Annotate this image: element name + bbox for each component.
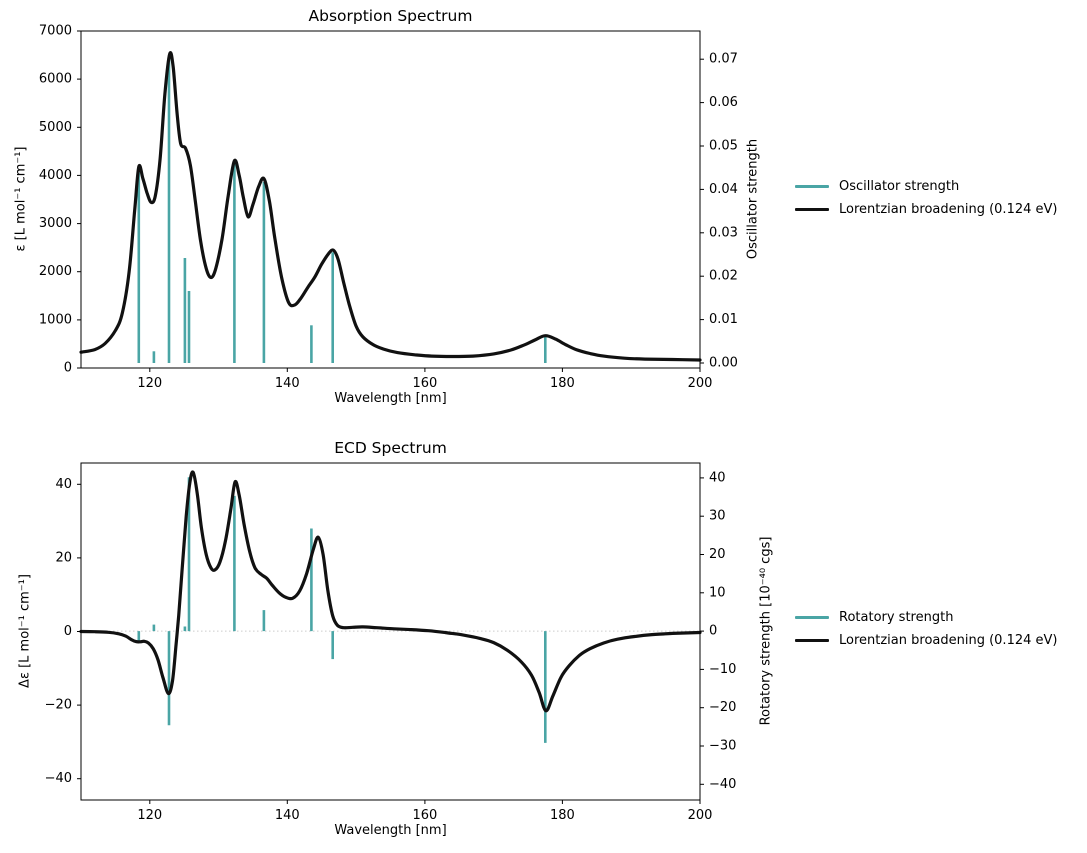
ecd-right-tick-label: 0: [709, 624, 717, 639]
absorption-left-tick-label: 1000: [39, 312, 72, 327]
ecd-right-tick-label: 10: [709, 585, 726, 600]
lorentzian-broadening-line-swatch: [795, 207, 829, 212]
absorption-x-tick-label: 140: [275, 376, 300, 391]
absorption-right-tick-label: 0.05: [709, 139, 738, 154]
absorption-right-y-axis-label: Oscillator strength: [745, 138, 761, 260]
absorption-x-tick-label: 120: [137, 376, 162, 391]
absorption-left-tick-label: 4000: [39, 168, 72, 183]
absorption-right-tick-label: 0.02: [709, 269, 738, 284]
ecd-right-tick-label: 30: [709, 509, 726, 524]
ecd-left-tick-label: −20: [45, 698, 72, 713]
legend-label: Lorentzian broadening (0.124 eV): [839, 202, 1058, 217]
lorentzian-broadening-line-swatch: [795, 638, 829, 643]
ecd-chart-title: ECD Spectrum: [334, 439, 447, 457]
absorption-left-tick-label: 7000: [39, 24, 72, 39]
absorption-right-tick-label: 0.04: [709, 182, 738, 197]
rotatory-strength-line-swatch: [795, 616, 829, 619]
ecd-right-tick-label: −40: [709, 777, 736, 792]
absorption-x-axis-label: Wavelength [nm]: [334, 391, 447, 406]
ecd-right-tick-label: −10: [709, 662, 736, 677]
ecd-x-axis-label: Wavelength [nm]: [334, 823, 447, 838]
absorption-left-tick-label: 2000: [39, 264, 72, 279]
absorption-chart-title: Absorption Spectrum: [308, 7, 473, 25]
ecd-legend: Rotatory strength Lorentzian broadening …: [795, 606, 1057, 652]
legend-label: Rotatory strength: [839, 610, 954, 625]
absorption-x-tick-label: 160: [412, 376, 437, 391]
absorption-right-tick-label: 0.00: [709, 356, 738, 371]
absorption-left-tick-label: 3000: [39, 216, 72, 231]
ecd-right-tick-label: 20: [709, 547, 726, 562]
legend-label: Oscillator strength: [839, 179, 960, 194]
legend-item-oscillator-strength: Oscillator strength: [795, 175, 1057, 198]
ecd-right-tick-label: 40: [709, 470, 726, 485]
absorption-right-tick-label: 0.01: [709, 312, 738, 327]
absorption-left-tick-label: 5000: [39, 120, 72, 135]
legend-label: Lorentzian broadening (0.124 eV): [839, 633, 1058, 648]
legend-item-lorentzian-broadening: Lorentzian broadening (0.124 eV): [795, 198, 1057, 221]
legend-item-lorentzian-broadening: Lorentzian broadening (0.124 eV): [795, 629, 1057, 652]
ecd-left-tick-label: 0: [64, 624, 72, 639]
absorption-legend: Oscillator strength Lorentzian broadenin…: [795, 175, 1057, 221]
ecd-left-tick-label: −40: [45, 771, 72, 786]
ecd-broadening-curve: [79, 470, 702, 713]
ecd-right-tick-label: −30: [709, 739, 736, 754]
absorption-left-tick-label: 0: [64, 361, 72, 376]
ecd-x-tick-label: 200: [688, 808, 713, 823]
ecd-x-tick-label: 140: [275, 808, 300, 823]
absorption-left-tick-label: 6000: [39, 72, 72, 87]
absorption-x-tick-label: 180: [550, 376, 575, 391]
ecd-x-tick-label: 160: [412, 808, 437, 823]
oscillator-strength-line-swatch: [795, 185, 829, 188]
absorption-right-tick-label: 0.03: [709, 225, 738, 240]
ecd-left-tick-label: 20: [55, 550, 72, 565]
ecd-left-tick-label: 40: [55, 477, 72, 492]
ecd-right-tick-label: −20: [709, 700, 736, 715]
absorption-right-tick-label: 0.06: [709, 95, 738, 110]
absorption-right-tick-label: 0.07: [709, 52, 738, 67]
ecd-left-y-axis-label: Δε [L mol⁻¹ cm⁻¹]: [17, 574, 33, 688]
absorption-broadening-curve: [79, 51, 702, 362]
absorption-left-y-axis-label: ε [L mol⁻¹ cm⁻¹]: [13, 146, 29, 252]
legend-item-rotatory-strength: Rotatory strength: [795, 606, 1057, 629]
ecd-x-tick-label: 180: [550, 808, 575, 823]
ecd-right-y-axis-label: Rotatory strength [10⁻⁴⁰ cgs]: [758, 536, 774, 726]
absorption-x-tick-label: 200: [688, 376, 713, 391]
absorption-plot-frame: [80, 30, 701, 369]
ecd-x-tick-label: 120: [137, 808, 162, 823]
